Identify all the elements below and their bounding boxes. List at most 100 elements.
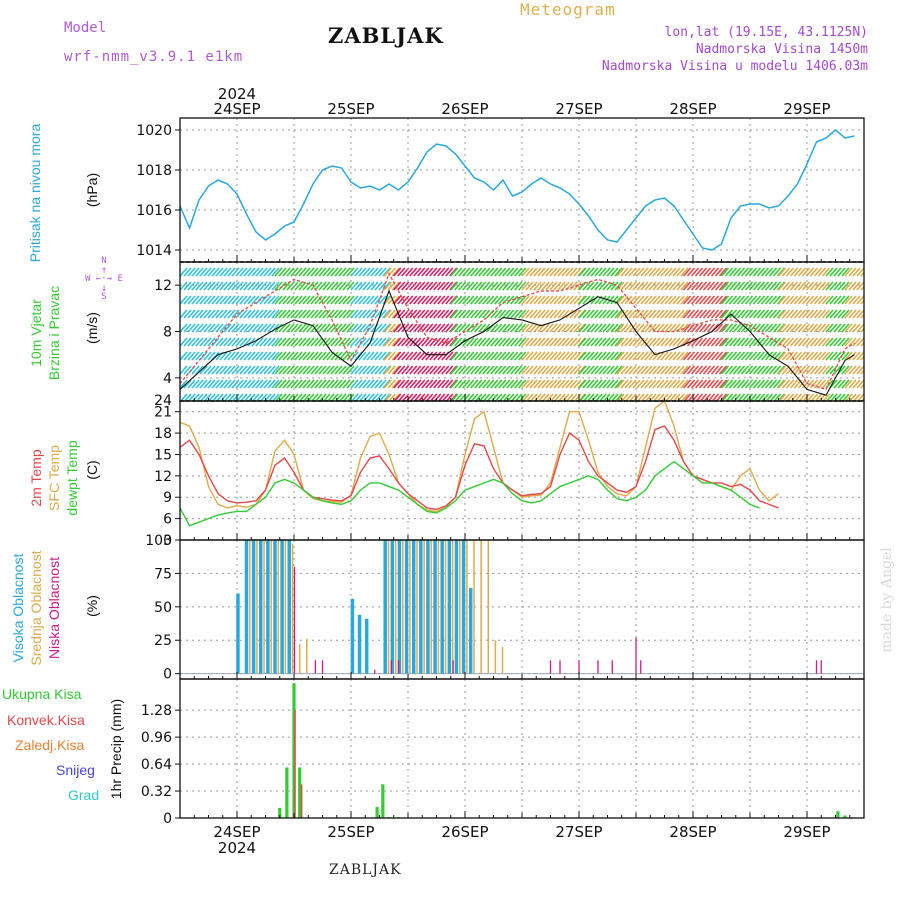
wind-barb bbox=[578, 379, 587, 389]
wind-barb bbox=[486, 281, 495, 291]
wind-barb bbox=[387, 379, 396, 389]
wind-barb bbox=[490, 379, 499, 389]
wind-barb bbox=[306, 281, 315, 291]
wind-barb bbox=[183, 337, 192, 347]
wind-barb bbox=[628, 281, 637, 291]
wind-barb bbox=[429, 365, 438, 375]
wind-barb bbox=[482, 309, 491, 319]
wind-barb bbox=[383, 281, 392, 291]
cloud-bar-mid bbox=[249, 540, 251, 674]
wind-barb bbox=[199, 323, 208, 333]
wind-barb bbox=[378, 267, 387, 277]
wind-barb bbox=[429, 281, 438, 291]
wind-barb bbox=[664, 267, 673, 277]
wind-barb bbox=[690, 365, 700, 375]
wind-barb bbox=[710, 295, 720, 305]
wind-barb bbox=[298, 281, 307, 291]
wind-barb bbox=[330, 295, 339, 305]
wind-barb bbox=[203, 379, 212, 389]
wind-barb bbox=[454, 323, 463, 333]
wind-barb bbox=[518, 351, 527, 361]
wind-barb bbox=[793, 337, 803, 347]
wind-barb bbox=[714, 267, 724, 277]
wind-barb bbox=[714, 379, 724, 389]
wind-barb bbox=[322, 281, 331, 291]
wind-barb bbox=[494, 365, 503, 375]
wind-barb bbox=[817, 267, 827, 277]
wind-barb bbox=[409, 379, 418, 389]
wind-barb bbox=[506, 267, 515, 277]
wind-barb bbox=[553, 365, 562, 375]
wind-barb bbox=[740, 379, 750, 389]
wind-gust-line bbox=[180, 272, 855, 391]
wind-barb bbox=[817, 323, 827, 333]
wind-barb bbox=[239, 379, 248, 389]
x-day-label-top: 24SEP bbox=[213, 100, 260, 118]
wind-barb bbox=[614, 337, 623, 347]
wind-barb bbox=[628, 379, 637, 389]
wind-barb bbox=[294, 267, 303, 277]
wind-barb bbox=[314, 365, 323, 375]
wind-barb bbox=[251, 281, 260, 291]
wind-barb bbox=[797, 267, 807, 277]
wind-barb bbox=[474, 379, 483, 389]
wind-barb bbox=[322, 267, 331, 277]
wind-barb bbox=[370, 295, 379, 305]
wind-barb bbox=[518, 267, 527, 277]
wind-barb bbox=[668, 351, 677, 361]
wind-barb bbox=[732, 309, 742, 319]
wind-barb bbox=[207, 309, 216, 319]
wind-barb bbox=[251, 309, 260, 319]
wind-barb bbox=[525, 309, 534, 319]
wind-barb bbox=[648, 281, 657, 291]
wind-barb bbox=[598, 309, 607, 319]
model-altitude-text: Nadmorska Visina u modelu 1406.03m bbox=[601, 59, 868, 74]
wind-barb bbox=[334, 379, 343, 389]
wind-barb bbox=[648, 379, 657, 389]
wind-barb bbox=[809, 309, 819, 319]
y-tick-label: 4 bbox=[163, 371, 172, 387]
wind-barb bbox=[529, 267, 538, 277]
wind-barb bbox=[702, 295, 712, 305]
wind-barb bbox=[425, 295, 434, 305]
wind-barb bbox=[764, 323, 774, 333]
wind-barb bbox=[405, 281, 414, 291]
wind-barb bbox=[462, 309, 471, 319]
wind-barb bbox=[231, 365, 240, 375]
wind-barb bbox=[768, 337, 778, 347]
wind-barb bbox=[425, 281, 434, 291]
wind-barb bbox=[306, 379, 315, 389]
wind-barb bbox=[785, 337, 795, 347]
wind-barb bbox=[219, 337, 228, 347]
wind-barb bbox=[203, 295, 212, 305]
wind-barb bbox=[247, 379, 256, 389]
wind-barb bbox=[533, 309, 542, 319]
wind-barb bbox=[760, 281, 770, 291]
wind-barb bbox=[298, 323, 307, 333]
wind-barb bbox=[401, 337, 410, 347]
wind-barb bbox=[549, 267, 558, 277]
wind-barb bbox=[207, 351, 216, 361]
wind-barb bbox=[694, 365, 704, 375]
cloud-bar-high bbox=[468, 588, 473, 674]
wind-barb bbox=[429, 309, 438, 319]
wind-barb bbox=[203, 351, 212, 361]
wind-barb bbox=[833, 337, 842, 347]
wind-barb bbox=[514, 267, 523, 277]
wind-barb bbox=[736, 267, 746, 277]
precip-bar-total bbox=[292, 683, 296, 818]
wind-barb bbox=[490, 351, 499, 361]
wind-barb bbox=[557, 281, 566, 291]
wind-barb bbox=[614, 309, 623, 319]
wind-barb bbox=[624, 379, 633, 389]
wind-barb bbox=[223, 323, 232, 333]
wind-barb bbox=[833, 379, 842, 389]
wind-barb bbox=[852, 309, 861, 319]
wind-barb bbox=[573, 295, 582, 305]
wind-barb bbox=[470, 379, 479, 389]
wind-barb bbox=[809, 281, 819, 291]
wind-barb bbox=[549, 309, 558, 319]
wind-barb bbox=[549, 281, 558, 291]
wind-barb bbox=[768, 323, 778, 333]
wind-barb bbox=[610, 379, 619, 389]
